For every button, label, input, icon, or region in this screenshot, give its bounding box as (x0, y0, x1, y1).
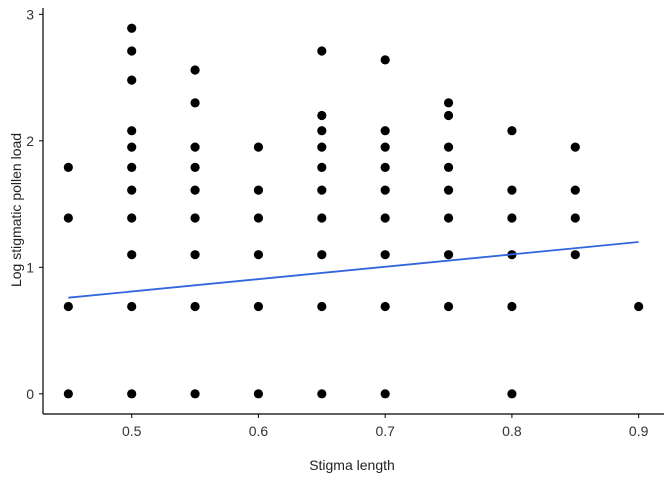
trend-line (68, 241, 639, 299)
data-point-22 (190, 142, 200, 152)
data-point-21 (190, 162, 200, 172)
data-point-61 (507, 213, 517, 223)
data-point-36 (317, 162, 327, 172)
data-point-12 (127, 126, 137, 136)
data-point-47 (380, 142, 390, 152)
data-point-1 (63, 389, 73, 399)
data-point-65 (570, 213, 580, 223)
ticks-layer: 0.5 0.6 0.7 0.8 0.9 0 1 2 3 (26, 6, 648, 439)
y-tick-label-4: 3 (26, 6, 34, 22)
data-point-7 (127, 250, 137, 260)
data-point-39 (317, 110, 327, 121)
data-point-3 (63, 213, 73, 223)
data-point-32 (317, 301, 327, 312)
data-point-62 (507, 185, 517, 195)
data-point-57 (443, 98, 454, 108)
data-point-38 (317, 126, 327, 136)
x-tick-label-5: 0.9 (629, 423, 649, 439)
data-point-68 (634, 301, 644, 312)
y-tick-label-1: 0 (26, 386, 34, 402)
data-point-59 (507, 301, 517, 312)
data-point-45 (380, 185, 390, 195)
data-point-24 (190, 65, 200, 75)
data-point-9 (127, 185, 137, 195)
data-point-16 (190, 389, 200, 399)
data-point-5 (127, 389, 137, 399)
data-point-54 (443, 162, 454, 172)
y-tick-label-2: 1 (26, 259, 34, 275)
x-tick-label-4: 0.8 (502, 423, 522, 439)
data-point-25 (253, 389, 264, 399)
data-point-34 (317, 213, 327, 223)
data-point-46 (380, 162, 390, 172)
data-point-52 (443, 213, 454, 223)
points-layer (63, 23, 644, 399)
data-point-8 (127, 213, 137, 223)
data-point-48 (380, 126, 390, 136)
trend-layer (68, 241, 639, 299)
data-point-20 (190, 185, 200, 195)
data-point-42 (380, 301, 390, 312)
data-point-37 (317, 142, 327, 152)
x-tick-label-2: 0.6 (249, 423, 269, 439)
axes-layer (42, 8, 664, 415)
data-point-28 (253, 213, 264, 223)
data-point-10 (127, 162, 137, 172)
x-axis-title: Stigma length (309, 457, 395, 473)
data-point-50 (443, 301, 454, 312)
data-point-13 (127, 75, 137, 85)
data-point-66 (570, 185, 580, 195)
data-point-55 (443, 142, 454, 152)
data-point-56 (443, 110, 454, 121)
data-point-53 (443, 185, 454, 195)
data-point-43 (380, 250, 390, 260)
data-point-11 (127, 142, 137, 152)
data-point-17 (190, 301, 200, 312)
data-point-6 (127, 301, 137, 312)
data-point-4 (63, 162, 73, 172)
data-point-44 (380, 213, 390, 223)
data-point-41 (380, 389, 390, 399)
data-point-30 (253, 142, 264, 152)
x-tick-label-1: 0.5 (122, 423, 142, 439)
data-point-58 (507, 389, 517, 399)
data-point-64 (570, 250, 580, 260)
data-point-2 (63, 301, 73, 312)
data-point-27 (253, 250, 264, 260)
data-point-15 (127, 23, 137, 33)
data-point-35 (317, 185, 327, 195)
y-tick-label-3: 2 (26, 133, 34, 149)
data-point-18 (190, 250, 200, 260)
data-point-49 (380, 55, 390, 65)
y-axis-title: Log stigmatic pollen load (8, 133, 24, 287)
x-tick-label-3: 0.7 (375, 423, 395, 439)
data-point-31 (317, 389, 327, 399)
data-point-19 (190, 213, 200, 223)
data-point-33 (317, 250, 327, 260)
data-point-40 (317, 46, 327, 56)
data-point-63 (507, 126, 517, 136)
data-point-67 (570, 142, 580, 152)
data-point-23 (190, 98, 200, 108)
data-point-29 (253, 185, 264, 195)
data-point-26 (253, 301, 264, 312)
data-point-14 (127, 46, 137, 56)
data-point-51 (443, 250, 454, 260)
